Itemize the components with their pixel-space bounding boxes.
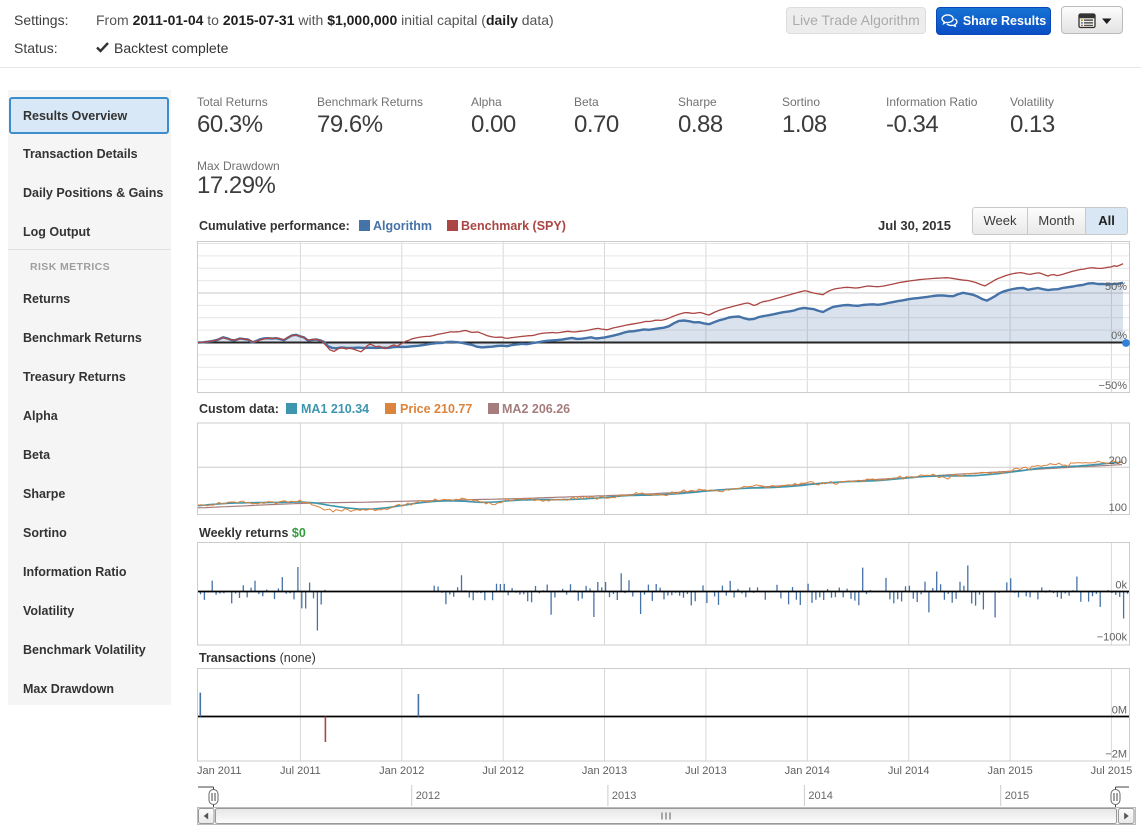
svg-text:200: 200: [1109, 455, 1127, 467]
svg-text:100: 100: [1109, 502, 1127, 514]
svg-text:Jan 2015: Jan 2015: [987, 765, 1032, 777]
svg-text:2014: 2014: [808, 790, 832, 802]
svg-text:50%: 50%: [1105, 281, 1127, 293]
svg-text:Jul 2011: Jul 2011: [280, 765, 321, 777]
svg-text:Jul 2015: Jul 2015: [1091, 765, 1133, 777]
svg-text:2013: 2013: [612, 790, 636, 802]
svg-text:Jan 2011: Jan 2011: [197, 765, 241, 777]
svg-text:Jan 2012: Jan 2012: [379, 765, 424, 777]
svg-text:2015: 2015: [1005, 790, 1029, 802]
svg-text:−2M: −2M: [1105, 749, 1127, 761]
svg-text:−50%: −50%: [1099, 380, 1128, 392]
svg-text:−100k: −100k: [1097, 632, 1128, 644]
svg-text:0%: 0%: [1111, 330, 1127, 342]
svg-text:Jan 2013: Jan 2013: [582, 765, 627, 777]
svg-text:Jan 2014: Jan 2014: [785, 765, 830, 777]
svg-text:2012: 2012: [416, 790, 440, 802]
svg-text:0k: 0k: [1115, 580, 1127, 592]
svg-text:0M: 0M: [1112, 705, 1127, 717]
svg-text:Jul 2012: Jul 2012: [482, 765, 524, 777]
svg-text:Jul 2014: Jul 2014: [888, 765, 930, 777]
svg-text:Jul 2013: Jul 2013: [685, 765, 727, 777]
